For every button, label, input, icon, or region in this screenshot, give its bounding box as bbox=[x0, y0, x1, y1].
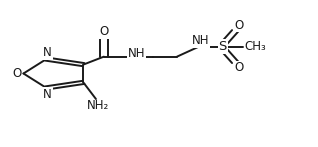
Text: N: N bbox=[43, 88, 52, 101]
Text: O: O bbox=[99, 25, 108, 38]
Text: N: N bbox=[43, 46, 52, 59]
Text: NH₂: NH₂ bbox=[87, 99, 110, 112]
Text: O: O bbox=[234, 19, 244, 32]
Text: NH: NH bbox=[191, 34, 209, 47]
Text: O: O bbox=[234, 61, 244, 74]
Text: NH: NH bbox=[128, 47, 145, 60]
Text: CH₃: CH₃ bbox=[244, 40, 266, 53]
Text: O: O bbox=[12, 67, 21, 80]
Text: S: S bbox=[218, 40, 227, 53]
